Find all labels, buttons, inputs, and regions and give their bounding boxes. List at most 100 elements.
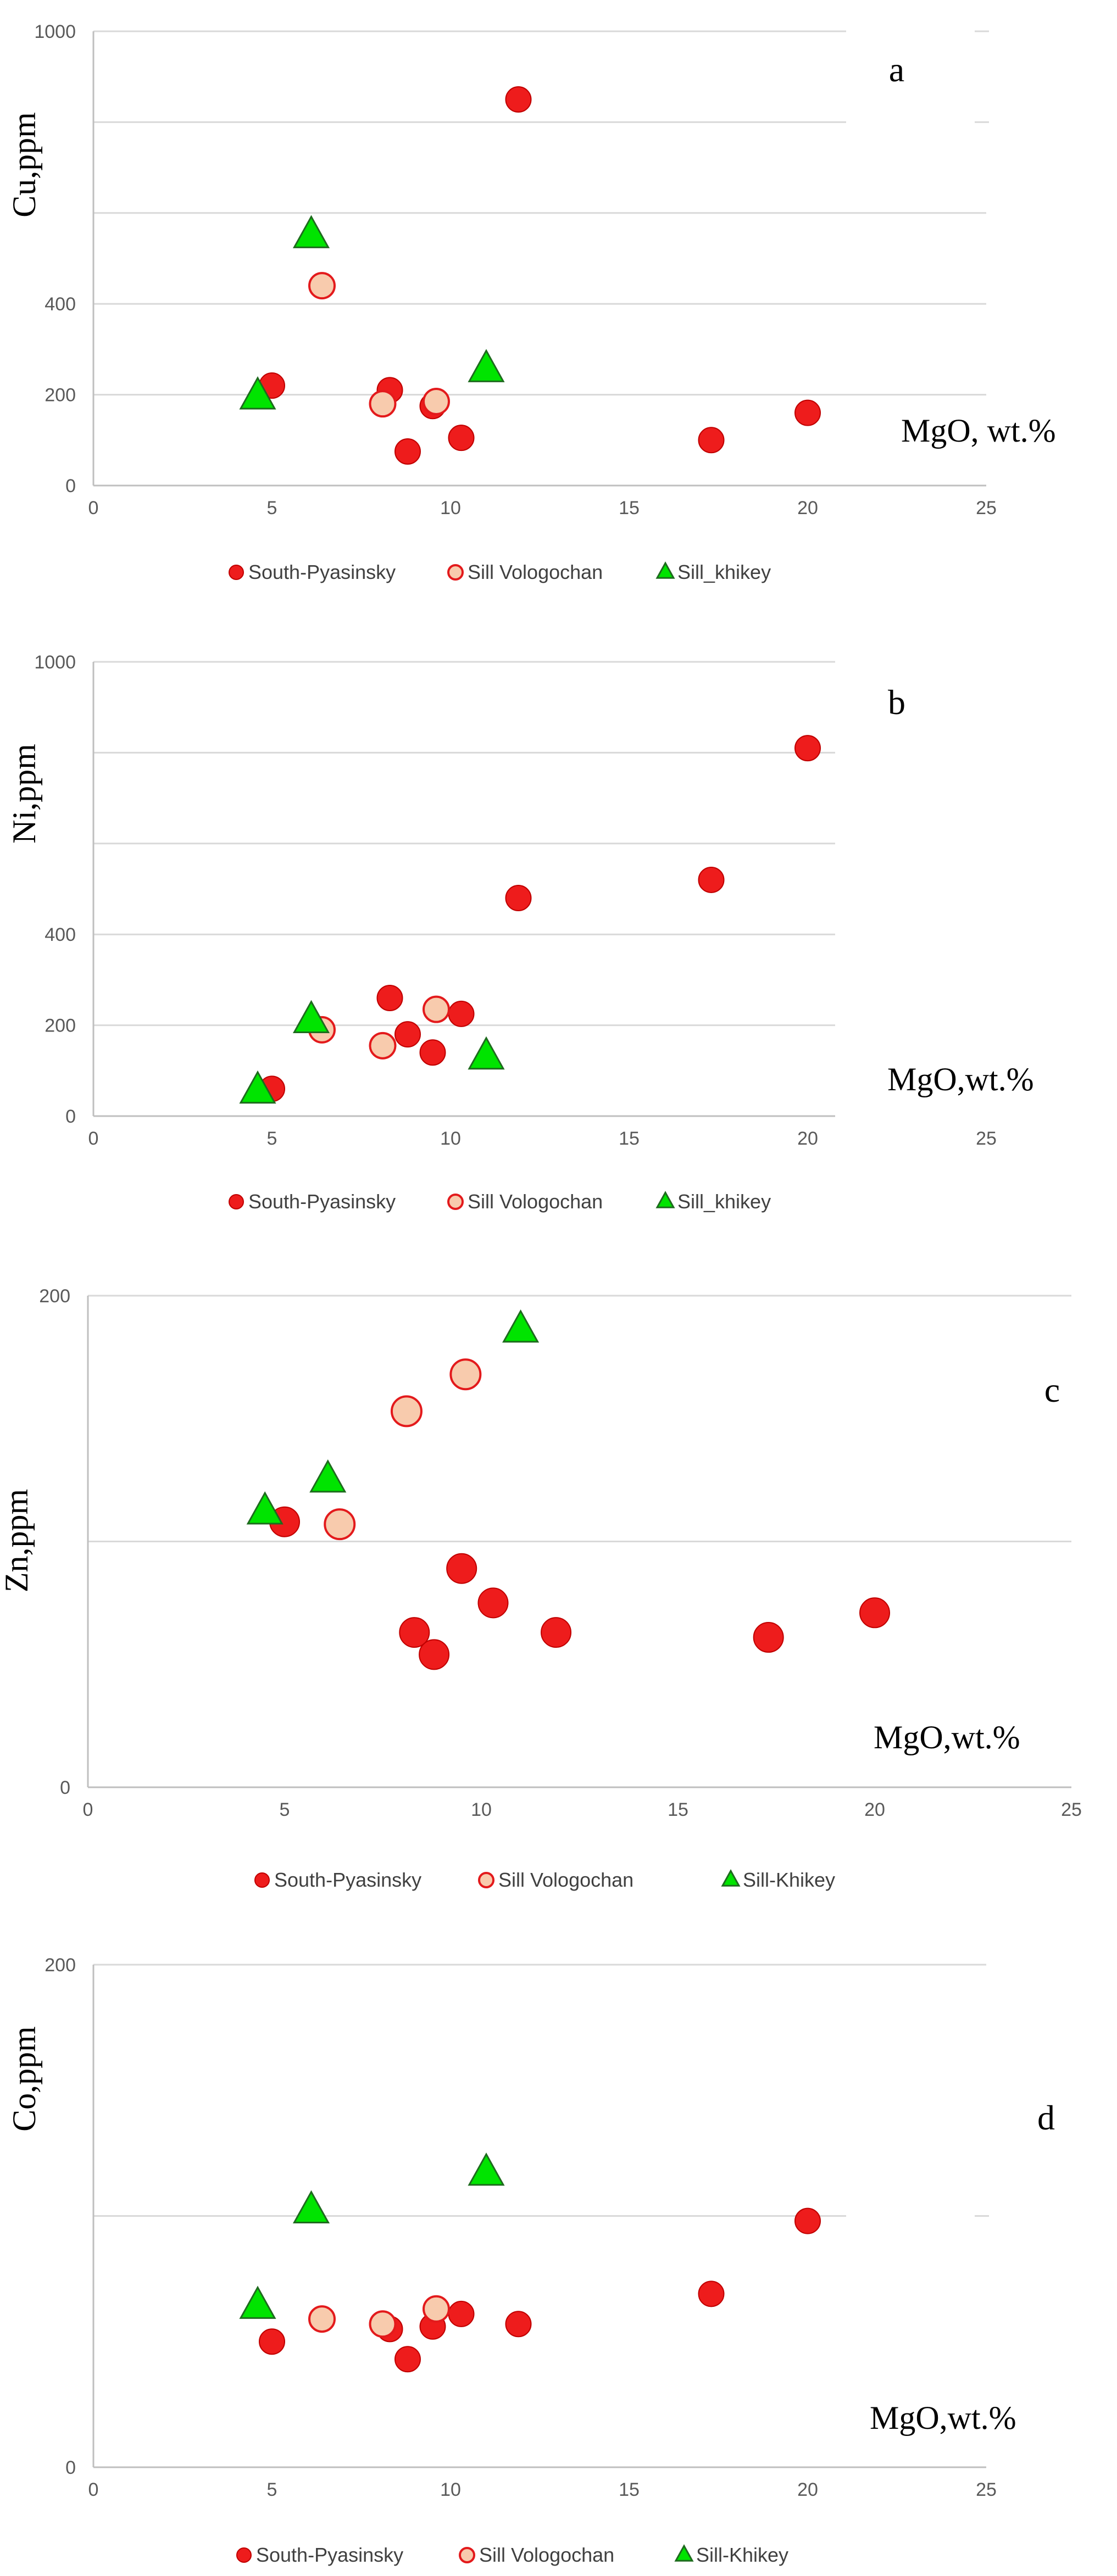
data-point: [292, 2190, 330, 2224]
legend: South-Pyasinsky Sill Vologochan Sill-Khike…: [236, 2544, 788, 2566]
legend-label: Sill Vologochan: [468, 1190, 603, 1213]
x-tick-label: 10: [440, 1128, 461, 1149]
x-tick-label: 15: [619, 1128, 640, 1149]
data-point: [292, 215, 330, 248]
legend: South-Pyasinsky Sill Vologochan Sill_khike…: [229, 1190, 771, 1213]
y-axis-title: Zn,ppm: [0, 1489, 35, 1592]
series-circle: [259, 2207, 821, 2373]
data-point: [423, 388, 450, 416]
data-point: [505, 885, 532, 912]
legend-label: South-Pyasinsky: [248, 1190, 396, 1213]
data-point: [794, 399, 821, 426]
legend-marker: [674, 2544, 694, 2562]
panel-label: c: [1044, 1370, 1060, 1409]
x-tick-label: 5: [267, 1128, 277, 1149]
y-tick-label: 0: [65, 2457, 76, 2478]
x-axis-title: MgO,wt.%: [874, 1719, 1020, 1755]
legend-label: Sill_khikey: [677, 1190, 771, 1213]
x-tick-label: 0: [88, 498, 99, 518]
data-point: [369, 390, 397, 418]
x-tick-label: 10: [440, 2479, 461, 2500]
x-tick-label: 25: [976, 1128, 997, 1149]
series-circle-light: [308, 272, 450, 418]
x-tick-label: 10: [471, 1799, 492, 1820]
data-point: [468, 1036, 505, 1070]
series-triangle: [246, 1309, 540, 1525]
y-tick-label: 200: [45, 1016, 76, 1036]
data-point: [399, 1617, 430, 1648]
data-point: [477, 1587, 509, 1619]
x-tick-label: 10: [440, 498, 461, 518]
chart-panel-d: 0 5 10 15 20 25 0 200 Co,ppm MgO,wt.% d South-Pyasi…: [6, 1955, 1055, 2566]
legend-marker: [655, 561, 675, 579]
legend-label: South-Pyasinsky: [248, 561, 396, 583]
data-point: [423, 2295, 450, 2323]
x-tick-label: 15: [619, 498, 640, 518]
data-point: [505, 86, 532, 113]
data-point: [753, 1622, 784, 1653]
legend-marker: [229, 1194, 244, 1209]
legend-marker: [229, 565, 244, 580]
panel-label: d: [1037, 2098, 1055, 2137]
legend-label: Sill Vologochan: [468, 561, 603, 583]
data-point: [308, 272, 336, 300]
legend-marker: [447, 564, 464, 581]
data-point: [468, 349, 505, 382]
data-point: [309, 1459, 347, 1493]
legend-marker: [447, 1194, 464, 1210]
data-point: [423, 995, 450, 1023]
x-tick-label: 20: [797, 498, 818, 518]
legend-marker: [459, 2547, 475, 2563]
legend-marker: [655, 1191, 675, 1208]
x-tick-label: 0: [83, 1799, 93, 1820]
x-tick-label: 5: [267, 498, 277, 518]
x-tick-label: 15: [619, 2479, 640, 2500]
data-point: [239, 1070, 276, 1104]
data-point: [324, 1508, 356, 1541]
x-tick-label: 25: [1061, 1799, 1082, 1820]
data-point: [259, 2328, 285, 2355]
y-axis-title: Co,ppm: [6, 2026, 42, 2132]
data-point: [419, 1639, 450, 1670]
data-point: [449, 1358, 482, 1391]
series-circle-light: [324, 1358, 482, 1541]
panel-label: b: [888, 683, 905, 722]
data-point: [541, 1617, 572, 1648]
legend-label: Sill-Khikey: [743, 1869, 835, 1891]
y-tick-label: 1000: [34, 652, 76, 673]
data-point: [446, 1553, 477, 1584]
legend: South-Pyasinsky Sill Vologochan Sill-Khike…: [254, 1869, 835, 1891]
series-circle: [269, 1506, 890, 1670]
chart-panel-b: 0 5 10 15 20 25 0 200 400 1000 Ni,ppm MgO,wt.% b Sout…: [6, 652, 1034, 1213]
series-circle-light: [308, 2295, 450, 2338]
x-tick-label: 20: [864, 1799, 885, 1820]
legend-label: South-Pyasinsky: [256, 2544, 403, 2566]
y-axis-title: Cu,ppm: [6, 112, 42, 218]
data-point: [505, 2311, 532, 2338]
data-point: [292, 1000, 330, 1034]
x-axis-title: MgO,wt.%: [887, 1061, 1034, 1097]
y-tick-label: 400: [45, 924, 76, 945]
chart-panel-a: 0 5 10 15 20 25 0 200 400 1000 Cu,ppm MgO, wt.% a Sou…: [6, 21, 1056, 583]
x-tick-label: 5: [267, 2479, 277, 2500]
legend: South-Pyasinsky Sill Vologochan Sill_khike…: [229, 561, 771, 583]
series-triangle: [239, 1000, 505, 1104]
data-point: [369, 2310, 397, 2338]
y-tick-label: 200: [45, 1955, 76, 1976]
data-point: [698, 866, 725, 893]
legend-label: Sill_khikey: [677, 561, 771, 583]
y-tick-label: 400: [45, 294, 76, 315]
data-point: [394, 1021, 421, 1048]
data-point: [468, 2153, 505, 2186]
legend-marker: [254, 1872, 270, 1888]
x-tick-label: 25: [976, 498, 997, 518]
data-point: [239, 2285, 276, 2319]
data-point: [794, 2207, 821, 2234]
legend-marker: [721, 1869, 741, 1887]
data-point: [369, 1031, 397, 1060]
legend-label: South-Pyasinsky: [274, 1869, 421, 1891]
series-triangle: [239, 215, 505, 410]
data-point: [239, 376, 276, 410]
chart-panel-c: 0 5 10 15 20 25 0 200 Zn,ppm MgO,wt.% c South-Pyasi…: [0, 1286, 1082, 1891]
